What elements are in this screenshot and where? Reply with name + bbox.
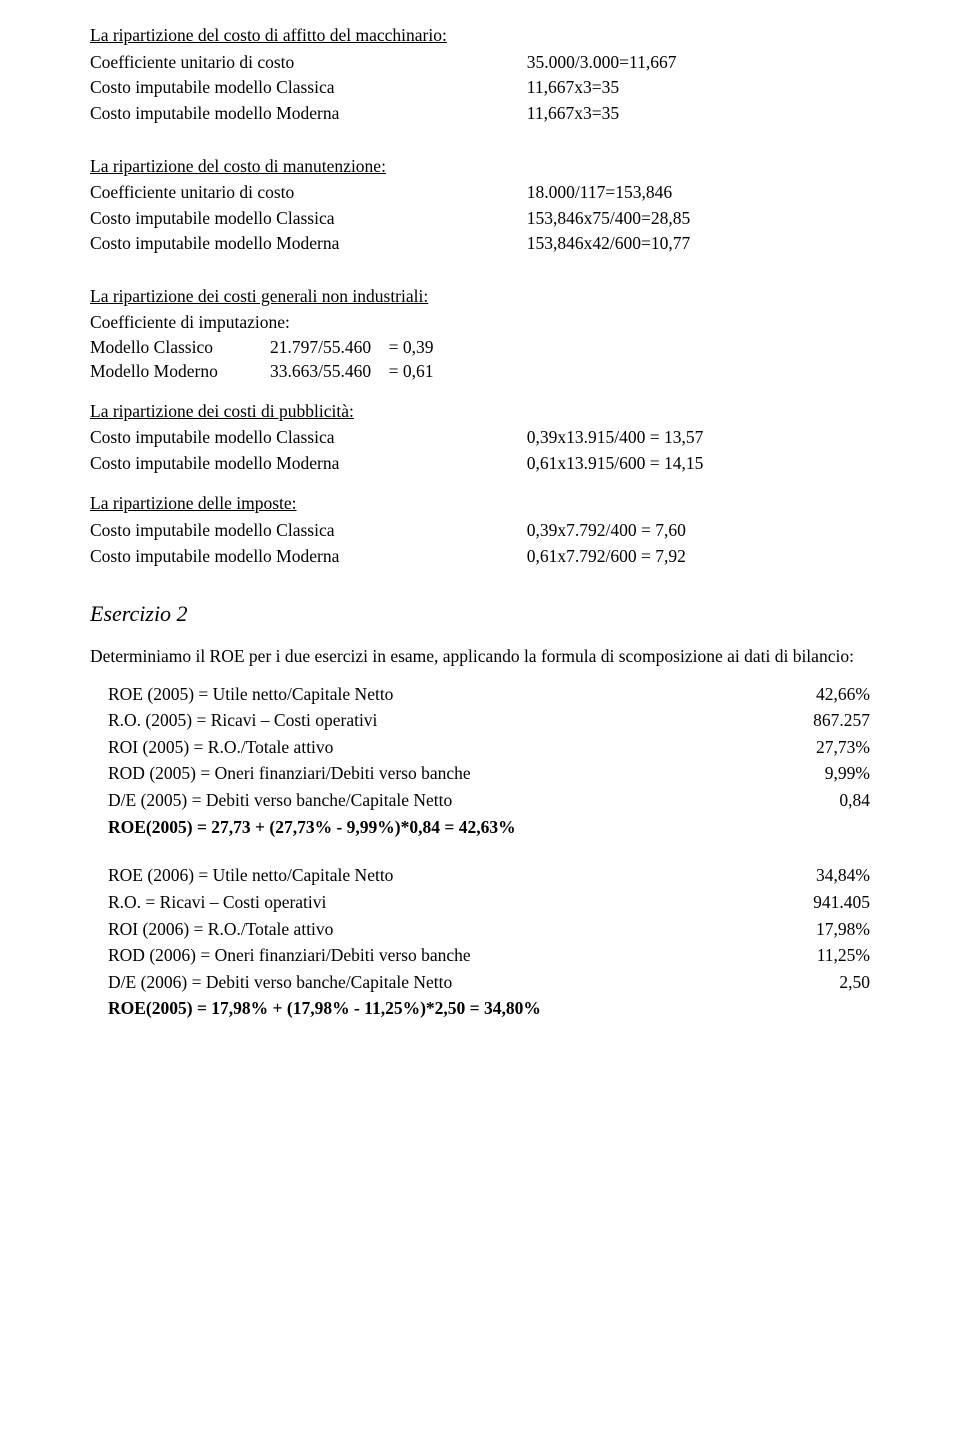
coef-name: Modello Moderno	[90, 360, 270, 384]
cell-value: 18.000/117=153,846	[527, 180, 870, 206]
cell-value: 153,846x42/600=10,77	[527, 231, 870, 257]
cell-label: Costo imputabile modello Classica	[90, 206, 527, 232]
cell-value: 11,667x3=35	[527, 101, 870, 127]
table-imposte: Costo imputabile modello Classica 0,39x7…	[90, 518, 870, 569]
cell-value: 0,39x7.792/400 = 7,60	[527, 518, 870, 544]
fin-row: ROD (2006) = Oneri finanziari/Debiti ver…	[108, 944, 870, 968]
table-pubblicita: Costo imputabile modello Classica 0,39x1…	[90, 425, 870, 476]
fin-lhs: D/E (2005) = Debiti verso banche/Capital…	[108, 789, 750, 813]
cell-label: Coefficiente unitario di costo	[90, 50, 527, 76]
fin-row: ROI (2006) = R.O./Totale attivo 17,98%	[108, 918, 870, 942]
cell-label: Costo imputabile modello Moderna	[90, 101, 527, 127]
fin-bold-2006: ROE(2005) = 17,98% + (17,98% - 11,25%)*2…	[108, 997, 870, 1021]
fin-row: D/E (2006) = Debiti verso banche/Capital…	[108, 971, 870, 995]
fin-lhs: ROE (2005) = Utile netto/Capitale Netto	[108, 683, 750, 707]
coef-row: Modello Moderno 33.663/55.460 = 0,61	[90, 360, 870, 384]
fin-rhs: 2,50	[750, 971, 870, 995]
fin-rhs: 27,73%	[750, 736, 870, 760]
esercizio-title: Esercizio 2	[90, 599, 870, 629]
esercizio-intro: Determiniamo il ROE per i due esercizi i…	[90, 645, 870, 669]
fin-rhs: 0,84	[750, 789, 870, 813]
coef-formula-txt: 21.797/55.460	[270, 337, 371, 357]
fin-lhs: R.O. (2005) = Ricavi – Costi operativi	[108, 709, 750, 733]
cell-value: 35.000/3.000=11,667	[527, 50, 870, 76]
heading-affitto: La ripartizione del costo di affitto del…	[90, 24, 870, 48]
coef-result: = 0,61	[389, 361, 434, 381]
fin-rhs: 9,99%	[750, 762, 870, 786]
block-2005: ROE (2005) = Utile netto/Capitale Netto …	[108, 683, 870, 840]
table-row: Costo imputabile modello Classica 11,667…	[90, 75, 870, 101]
cell-label: Costo imputabile modello Classica	[90, 425, 527, 451]
coef-name: Modello Classico	[90, 336, 270, 360]
fin-row: R.O. = Ricavi – Costi operativi 941.405	[108, 891, 870, 915]
sub-heading: Coefficiente di imputazione:	[90, 311, 870, 335]
cell-label: Costo imputabile modello Moderna	[90, 231, 527, 257]
coef-block: Modello Classico 21.797/55.460 = 0,39 Mo…	[90, 336, 870, 383]
table-affitto: Coefficiente unitario di costo 35.000/3.…	[90, 50, 870, 127]
cell-value: 0,39x13.915/400 = 13,57	[527, 425, 870, 451]
fin-row: R.O. (2005) = Ricavi – Costi operativi 8…	[108, 709, 870, 733]
heading-generali: La ripartizione dei costi generali non i…	[90, 285, 870, 309]
fin-rhs: 42,66%	[750, 683, 870, 707]
heading-imposte: La ripartizione delle imposte:	[90, 492, 870, 516]
coef-result: = 0,39	[389, 337, 434, 357]
cell-value: 0,61x7.792/600 = 7,92	[527, 544, 870, 570]
fin-rhs: 941.405	[750, 891, 870, 915]
heading-manutenzione: La ripartizione del costo di manutenzion…	[90, 155, 870, 179]
coef-row: Modello Classico 21.797/55.460 = 0,39	[90, 336, 870, 360]
fin-lhs: ROD (2006) = Oneri finanziari/Debiti ver…	[108, 944, 750, 968]
table-row: Costo imputabile modello Moderna 11,667x…	[90, 101, 870, 127]
cell-label: Costo imputabile modello Classica	[90, 75, 527, 101]
table-manutenzione: Coefficiente unitario di costo 18.000/11…	[90, 180, 870, 257]
fin-rhs: 17,98%	[750, 918, 870, 942]
block-2006: ROE (2006) = Utile netto/Capitale Netto …	[108, 864, 870, 1021]
fin-row: D/E (2005) = Debiti verso banche/Capital…	[108, 789, 870, 813]
cell-label: Costo imputabile modello Moderna	[90, 451, 527, 477]
cell-value: 153,846x75/400=28,85	[527, 206, 870, 232]
coef-formula: 21.797/55.460 = 0,39	[270, 336, 870, 360]
coef-formula-txt: 33.663/55.460	[270, 361, 371, 381]
fin-row: ROI (2005) = R.O./Totale attivo 27,73%	[108, 736, 870, 760]
cell-label: Costo imputabile modello Classica	[90, 518, 527, 544]
coef-formula: 33.663/55.460 = 0,61	[270, 360, 870, 384]
fin-row: ROD (2005) = Oneri finanziari/Debiti ver…	[108, 762, 870, 786]
table-row: Coefficiente unitario di costo 18.000/11…	[90, 180, 870, 206]
fin-lhs: ROI (2005) = R.O./Totale attivo	[108, 736, 750, 760]
fin-row: ROE (2005) = Utile netto/Capitale Netto …	[108, 683, 870, 707]
fin-lhs: ROD (2005) = Oneri finanziari/Debiti ver…	[108, 762, 750, 786]
table-row: Costo imputabile modello Classica 0,39x7…	[90, 518, 870, 544]
fin-rhs: 34,84%	[750, 864, 870, 888]
fin-row: ROE (2006) = Utile netto/Capitale Netto …	[108, 864, 870, 888]
table-row: Costo imputabile modello Classica 0,39x1…	[90, 425, 870, 451]
fin-lhs: ROI (2006) = R.O./Totale attivo	[108, 918, 750, 942]
fin-bold-2005: ROE(2005) = 27,73 + (27,73% - 9,99%)*0,8…	[108, 816, 870, 840]
fin-rhs: 11,25%	[750, 944, 870, 968]
fin-lhs: ROE (2006) = Utile netto/Capitale Netto	[108, 864, 750, 888]
cell-label: Coefficiente unitario di costo	[90, 180, 527, 206]
fin-lhs: D/E (2006) = Debiti verso banche/Capital…	[108, 971, 750, 995]
fin-lhs: R.O. = Ricavi – Costi operativi	[108, 891, 750, 915]
table-row: Costo imputabile modello Moderna 0,61x7.…	[90, 544, 870, 570]
table-row: Coefficiente unitario di costo 35.000/3.…	[90, 50, 870, 76]
table-row: Costo imputabile modello Classica 153,84…	[90, 206, 870, 232]
table-row: Costo imputabile modello Moderna 153,846…	[90, 231, 870, 257]
cell-value: 11,667x3=35	[527, 75, 870, 101]
cell-value: 0,61x13.915/600 = 14,15	[527, 451, 870, 477]
table-row: Costo imputabile modello Moderna 0,61x13…	[90, 451, 870, 477]
cell-label: Costo imputabile modello Moderna	[90, 544, 527, 570]
heading-pubblicita: La ripartizione dei costi di pubblicità:	[90, 400, 870, 424]
fin-rhs: 867.257	[750, 709, 870, 733]
